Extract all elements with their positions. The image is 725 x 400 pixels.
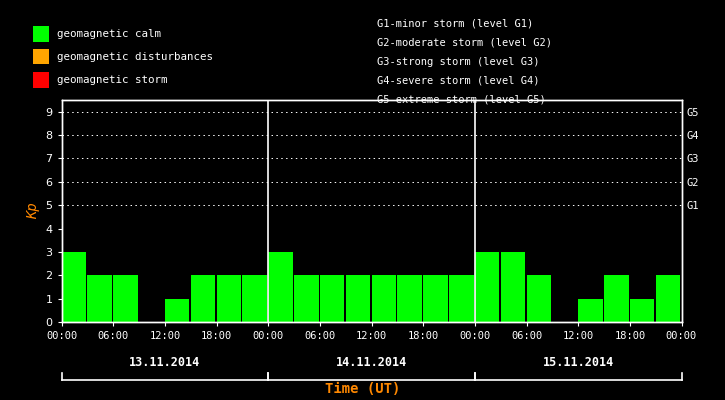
Bar <box>604 275 629 322</box>
Bar <box>320 275 344 322</box>
Text: G1-minor storm (level G1): G1-minor storm (level G1) <box>377 19 534 29</box>
Bar <box>579 299 602 322</box>
Bar <box>113 275 138 322</box>
Bar <box>630 299 655 322</box>
Bar <box>88 275 112 322</box>
Text: G3-strong storm (level G3): G3-strong storm (level G3) <box>377 57 539 67</box>
Text: G4-severe storm (level G4): G4-severe storm (level G4) <box>377 76 539 86</box>
Text: Time (UT): Time (UT) <box>325 382 400 396</box>
Bar <box>62 252 86 322</box>
Text: geomagnetic disturbances: geomagnetic disturbances <box>57 52 213 62</box>
Y-axis label: Kp: Kp <box>26 203 40 219</box>
Bar <box>655 275 680 322</box>
Text: 14.11.2014: 14.11.2014 <box>336 356 407 368</box>
Bar <box>346 275 370 322</box>
Bar <box>501 252 525 322</box>
Text: geomagnetic storm: geomagnetic storm <box>57 75 167 85</box>
Text: G2-moderate storm (level G2): G2-moderate storm (level G2) <box>377 38 552 48</box>
Text: 13.11.2014: 13.11.2014 <box>129 356 201 368</box>
Bar <box>371 275 396 322</box>
Bar <box>165 299 189 322</box>
Bar <box>397 275 422 322</box>
Bar <box>268 252 293 322</box>
Bar <box>423 275 448 322</box>
Bar <box>242 275 267 322</box>
Bar <box>449 275 473 322</box>
Text: geomagnetic calm: geomagnetic calm <box>57 29 161 39</box>
Bar <box>191 275 215 322</box>
Bar <box>294 275 318 322</box>
Bar <box>217 275 241 322</box>
Text: 15.11.2014: 15.11.2014 <box>542 356 614 368</box>
Bar <box>526 275 551 322</box>
Bar <box>475 252 500 322</box>
Text: G5-extreme storm (level G5): G5-extreme storm (level G5) <box>377 95 546 105</box>
